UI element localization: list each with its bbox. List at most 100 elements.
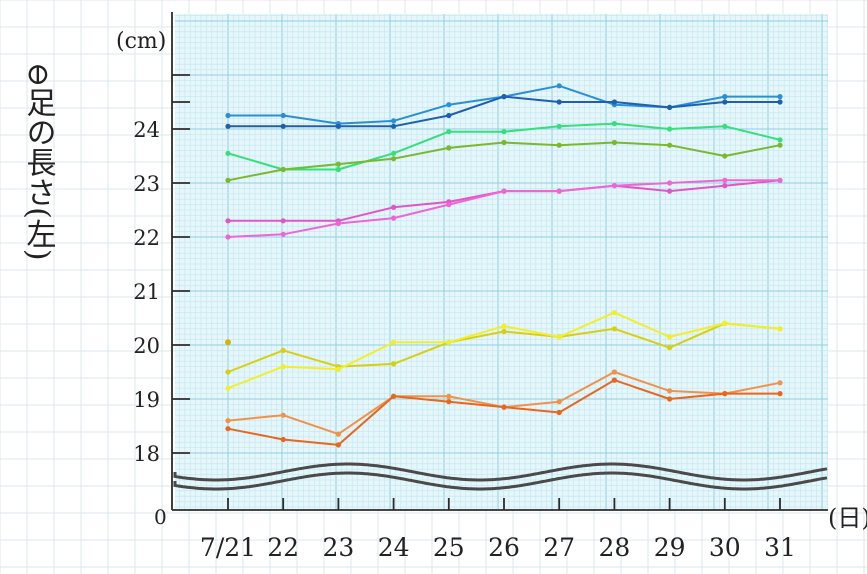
series-9-point [335, 431, 341, 437]
y-tick-label: 21 [133, 280, 160, 304]
series-2-point [225, 123, 231, 129]
series-6-point [446, 202, 452, 208]
series-5-point [225, 218, 231, 224]
series-7-point [280, 347, 286, 353]
series-7-point [391, 361, 397, 367]
axis-break-wave [173, 471, 828, 491]
series-9-point [611, 369, 618, 375]
series-3-point [777, 137, 783, 143]
series-group [225, 83, 783, 448]
series-3-point [722, 123, 728, 129]
series-2-point [777, 99, 783, 105]
series-10-point [611, 377, 618, 383]
series-8-point [501, 323, 507, 329]
y-tick-label: 23 [133, 172, 160, 196]
x-tick-label: 24 [378, 533, 410, 562]
series-8-point [777, 326, 783, 332]
series-2-point [335, 123, 341, 129]
series-9-point [667, 388, 673, 394]
series-4-point [335, 161, 341, 167]
series-4-point [446, 145, 452, 151]
labels-group: (cm) (日) 0 ⊖足の長さ(左) [21, 29, 867, 532]
series-10-point [391, 393, 397, 399]
y-tick-label: 19 [133, 388, 160, 412]
series-8-point [667, 334, 673, 340]
series-10-point [501, 404, 507, 410]
y-axis-title: ⊖足の長さ(左) [21, 62, 57, 261]
x-tick-label: 7/21 [200, 533, 256, 562]
series-10-point [335, 442, 341, 448]
series-4-point [225, 177, 231, 183]
series-1-point [280, 112, 286, 119]
series-8-point [722, 320, 728, 326]
series-8-point [225, 385, 231, 391]
series-6-point [667, 180, 673, 186]
y-tick-label: 24 [133, 118, 160, 142]
series-9-point [446, 393, 452, 399]
series-3-point [225, 150, 231, 156]
series-6-point [280, 231, 286, 237]
series-8-point [335, 366, 341, 372]
series-10-point [280, 436, 286, 443]
series-7-point [225, 369, 231, 375]
series-10-point [667, 396, 673, 402]
series-9-point [225, 418, 231, 424]
series-8-point [556, 334, 562, 340]
y-tick-label: 18 [133, 442, 160, 466]
series-4 [225, 139, 783, 183]
origin-label: 0 [154, 505, 167, 529]
y-tick-label: 22 [133, 226, 160, 250]
series-6-point [722, 177, 728, 183]
series-2-point [667, 104, 673, 110]
series-1-point [777, 94, 783, 100]
series-6-point [391, 215, 397, 221]
axis-break-wave [173, 462, 828, 482]
series-4-point [280, 166, 286, 173]
series-1-point [556, 83, 562, 89]
axes [171, 12, 828, 511]
series-3-point [501, 129, 507, 135]
series-10-point [446, 399, 452, 405]
series-8-point [391, 339, 397, 345]
series-1-point [225, 112, 231, 119]
x-tick-label: 26 [488, 533, 520, 562]
x-tick-label: 28 [598, 533, 630, 562]
series-6 [225, 177, 783, 240]
series-9-point [556, 399, 562, 405]
series-4-point [722, 153, 728, 159]
series-5-point [667, 188, 673, 194]
series-5-point [722, 183, 728, 189]
series-2-point [391, 123, 397, 129]
series-1-point [722, 94, 728, 100]
series-10-point [777, 391, 783, 397]
series-2-point [446, 112, 452, 119]
series-6-point [556, 188, 562, 194]
series-3 [225, 121, 783, 173]
series-2-point [722, 99, 728, 105]
x-tick-label: 22 [267, 533, 299, 562]
x-tick-label: 31 [764, 533, 796, 562]
series-3-point [391, 150, 397, 156]
series-2-point [501, 94, 507, 100]
axis-break-marks [173, 462, 828, 491]
series-7-point [667, 345, 673, 351]
series-2-point [556, 99, 562, 105]
series-10 [225, 377, 783, 448]
series-1-point [446, 102, 452, 108]
y-unit-label: (cm) [116, 29, 166, 54]
series-5-point [391, 204, 397, 210]
series-10-point [722, 391, 728, 397]
series-5-point [280, 218, 286, 224]
x-tick-label: 30 [709, 533, 741, 562]
series-7-point [611, 326, 618, 332]
series-8 [225, 310, 783, 391]
y-tick-label: 20 [133, 334, 160, 358]
series-8-point [446, 339, 452, 345]
axis-ticks: 18 19 20 21 22 23 24 7/21 22 23 24 25 26 27 28 29 30 31 [133, 74, 796, 562]
series-1-point [391, 118, 397, 124]
x-tick-label: 27 [543, 533, 575, 562]
series-2-point [611, 99, 618, 105]
series-9-point [280, 412, 286, 418]
